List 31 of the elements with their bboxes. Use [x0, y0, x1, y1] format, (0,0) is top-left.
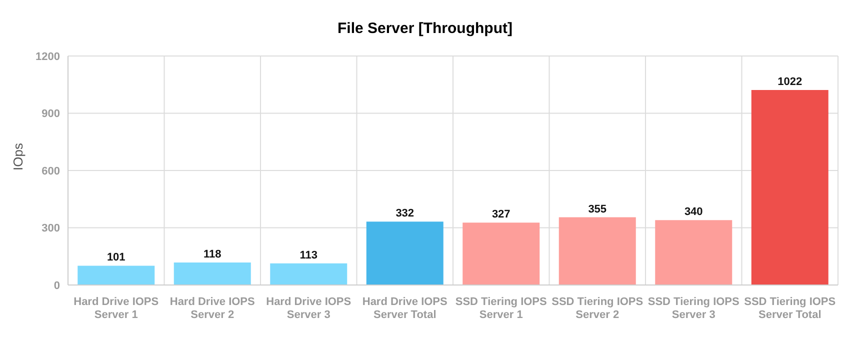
y-tick-label: 900	[42, 108, 60, 120]
x-tick-label: Hard Drive IOPS Server Total	[362, 296, 448, 321]
data-label: 327	[492, 208, 510, 221]
bar	[462, 222, 540, 285]
bar	[558, 217, 636, 285]
y-tick-label: 0	[54, 280, 60, 292]
data-label: 340	[684, 206, 703, 218]
y-tick-label: 600	[42, 165, 60, 178]
y-tick-label: 300	[42, 222, 60, 235]
data-label: 332	[396, 208, 414, 220]
data-label: 118	[204, 248, 222, 260]
y-axis-title: IOps	[10, 142, 26, 170]
chart-title: File Server [Throughput]	[336, 19, 514, 39]
x-tick-label: SSD Tiering IOPS Server 3	[648, 296, 740, 321]
x-tick-label: Hard Drive IOPS Server 3	[266, 296, 352, 321]
x-tick-label: SSD Tiering IOPS Server 1	[455, 296, 547, 321]
data-label: 101	[106, 252, 126, 264]
bar	[78, 266, 155, 285]
x-tick-label: SSD Tiering IOPS Server Total	[744, 296, 836, 321]
bar	[655, 220, 732, 285]
y-tick-label: 1200	[36, 50, 60, 63]
data-label: 1022	[778, 76, 802, 88]
x-tick-label: Hard Drive IOPS Server 2	[170, 296, 255, 321]
bar	[270, 263, 348, 285]
data-label: 113	[300, 249, 318, 262]
x-tick-label: Hard Drive IOPS Server 1	[74, 296, 159, 321]
data-label: 355	[588, 203, 607, 216]
x-tick-label: SSD Tiering IOPS Server 2	[552, 296, 644, 321]
bar	[174, 262, 251, 285]
bar	[751, 90, 828, 285]
bar	[366, 222, 444, 285]
